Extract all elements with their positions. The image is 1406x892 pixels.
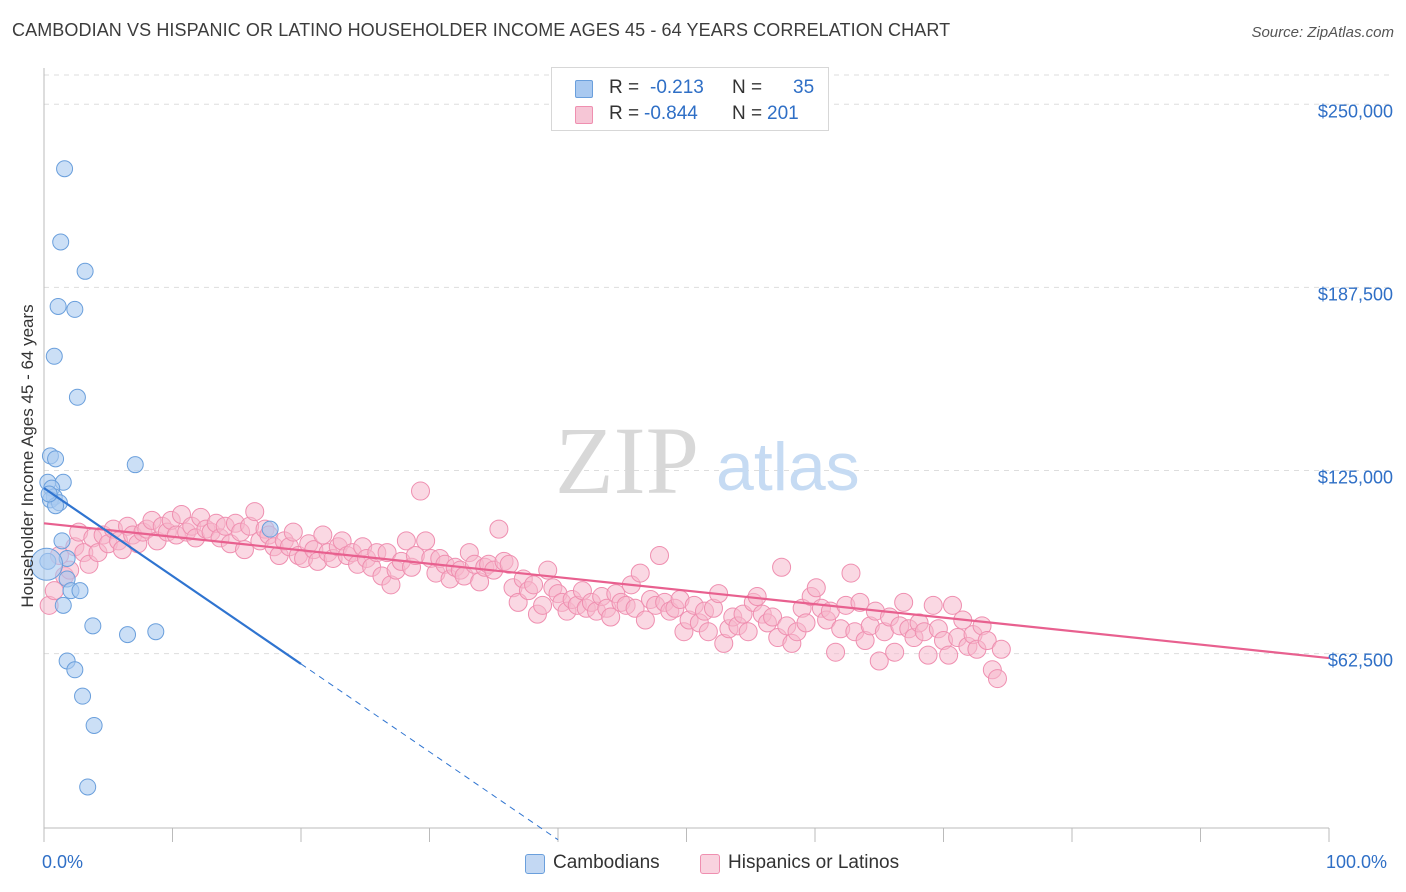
hispanics-points (39, 481, 1011, 689)
cambodian-point (49, 297, 67, 315)
r-value: -0.844 (644, 103, 698, 124)
cambodian-point (54, 596, 72, 614)
legend-label: Cambodians (553, 852, 660, 873)
hispanic-point (650, 546, 670, 566)
cambodian-point (30, 547, 64, 581)
cambodian-point (84, 617, 102, 635)
hispanic-point (533, 595, 553, 615)
y-tick-labels: $62,500 $125,000 $187,500 $250,000 (1318, 101, 1393, 670)
hispanic-point (987, 669, 1007, 689)
legend-row-cambodians: R = -0.213 N = 35 (552, 76, 828, 102)
cambodian-point (68, 388, 86, 406)
chart-source: Source: ZipAtlas.com (1251, 24, 1394, 41)
y-tick-label: $187,500 (1318, 284, 1393, 304)
hispanic-point (939, 645, 959, 665)
hispanic-point (635, 610, 655, 630)
y-axis-label: Householder Income Ages 45 - 64 years (18, 304, 37, 608)
hispanic-point (499, 554, 519, 574)
hispanic-point (698, 622, 718, 642)
hispanic-point (416, 531, 436, 551)
hispanic-point (524, 575, 544, 595)
hispanic-point (772, 557, 792, 577)
hispanic-point (841, 563, 861, 583)
watermark-atlas: atlas (716, 429, 860, 505)
hispanic-point (396, 531, 416, 551)
hispanic-point (826, 642, 846, 662)
hispanic-point (806, 578, 826, 598)
hispanic-point (245, 502, 265, 522)
hispanic-point (869, 651, 889, 671)
cambodian-point (66, 661, 84, 679)
pink-swatch-icon (700, 854, 720, 874)
hispanic-point (885, 642, 905, 662)
axes (43, 68, 1330, 842)
r-value: -0.213 (650, 77, 704, 98)
cambodian-point (74, 687, 92, 705)
hispanic-point (377, 543, 397, 563)
cambodian-point (119, 626, 137, 644)
blue-swatch-icon (525, 854, 545, 874)
hispanic-point (489, 519, 509, 539)
hispanic-point (601, 607, 621, 627)
legend-label: Hispanics or Latinos (728, 852, 900, 873)
cambodian-point (76, 262, 94, 280)
cambodian-point (147, 623, 165, 641)
hispanic-point (923, 595, 943, 615)
watermark-zip: ZIP (555, 407, 699, 514)
cambodian-point (126, 456, 144, 474)
hispanic-point (630, 563, 650, 583)
cambodian-point (53, 532, 71, 550)
hispanic-point (313, 525, 333, 545)
pink-swatch-icon (575, 106, 593, 124)
n-label: N = (732, 77, 763, 98)
cambodian-point (79, 778, 97, 796)
y-tick-label: $250,000 (1318, 101, 1393, 121)
cambodians-points (30, 160, 279, 796)
x-tick-min: 0.0% (42, 852, 84, 872)
cambodian-trend-line (43, 487, 302, 665)
cambodian-point (66, 300, 84, 318)
hispanic-point (763, 607, 783, 627)
r-label: R = (609, 77, 640, 98)
hispanic-point (894, 592, 914, 612)
cambodian-point (47, 450, 65, 468)
chart-title: CAMBODIAN VS HISPANIC OR LATINO HOUSEHOL… (12, 20, 951, 40)
cambodian-point (52, 233, 70, 251)
hispanic-point (977, 630, 997, 650)
cambodian-trend-extension (300, 663, 559, 841)
blue-swatch-icon (575, 80, 593, 98)
cambodian-point (40, 485, 58, 503)
y-tick-label: $125,000 (1318, 468, 1393, 488)
hispanic-point (991, 639, 1011, 659)
cambodian-point (71, 582, 89, 600)
hispanic-point (918, 645, 938, 665)
hispanic-point (796, 613, 816, 633)
trend-lines (43, 487, 1330, 841)
n-value: 201 (767, 103, 799, 124)
cambodian-point (85, 716, 103, 734)
y-tick-label: $62,500 (1328, 651, 1393, 671)
r-label: R = (609, 103, 640, 124)
grid-lines (44, 74, 1394, 655)
x-tick-max: 100.0% (1326, 852, 1388, 872)
cambodian-point (261, 520, 279, 538)
correlation-legend: R = -0.213 N = 35 R = -0.844 N = 201 (551, 67, 829, 131)
hispanic-point (738, 622, 758, 642)
hispanic-point (942, 595, 962, 615)
legend-row-hispanics: R = -0.844 N = 201 (552, 102, 828, 128)
cambodian-point (45, 347, 63, 365)
n-label: N = (732, 103, 763, 124)
hispanic-point (850, 592, 870, 612)
hispanic-trend-line (43, 522, 1330, 660)
hispanic-point (283, 522, 303, 542)
cambodian-point (56, 160, 74, 178)
n-value: 35 (793, 77, 815, 98)
hispanic-point (411, 481, 431, 501)
